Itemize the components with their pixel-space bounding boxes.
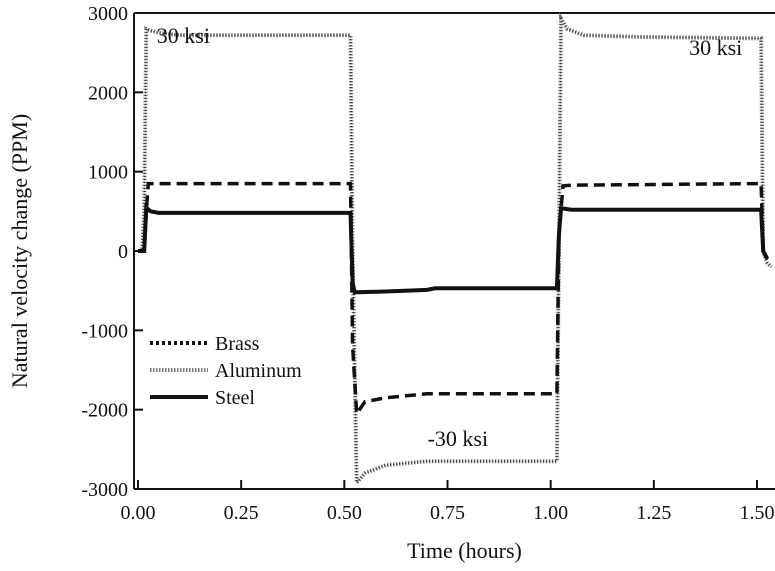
y-tick-label: 0 xyxy=(118,241,128,263)
legend: Brass Aluminum Steel xyxy=(150,333,302,409)
series-line-aluminum-texture xyxy=(138,16,772,485)
annotations: 30 ksi -30 ksi 30 ksi xyxy=(157,23,743,451)
y-tick-label: 3000 xyxy=(88,3,128,25)
y-axis-title: Natural velocity change (PPM) xyxy=(7,114,32,388)
annotation-label: 30 ksi xyxy=(689,35,742,60)
legend-label-aluminum: Aluminum xyxy=(215,360,302,382)
y-tick-label: 2000 xyxy=(88,82,128,104)
y-tick-label: -1000 xyxy=(81,320,128,342)
x-tick-label: 0.50 xyxy=(327,502,362,524)
series-layer xyxy=(138,13,773,488)
legend-label-steel: Steel xyxy=(215,387,255,409)
annotation-label: 30 ksi xyxy=(157,23,210,48)
annotation-label: -30 ksi xyxy=(428,426,489,451)
axis-ticks: -3000 -2000 -1000 0 1000 2000 3000 0.00 0.25 0.50… xyxy=(81,3,774,524)
x-tick-label: 1.00 xyxy=(533,502,568,524)
x-tick-label: 0.25 xyxy=(224,502,259,524)
series-line-brass xyxy=(138,181,769,419)
series-line-steel xyxy=(138,202,770,295)
series-line-aluminum xyxy=(138,13,773,488)
x-tick-label: 1.25 xyxy=(636,502,671,524)
y-tick-label: -2000 xyxy=(81,400,128,422)
x-tick-label: 1.50 xyxy=(740,502,775,524)
y-tick-label: -3000 xyxy=(81,479,128,501)
y-tick-label: 1000 xyxy=(88,162,128,184)
x-tick-label: 0.00 xyxy=(121,502,156,524)
x-tick-label: 0.75 xyxy=(430,502,465,524)
plot-area xyxy=(133,12,775,490)
x-axis-title: Time (hours) xyxy=(407,538,522,563)
legend-label-brass: Brass xyxy=(215,333,260,355)
